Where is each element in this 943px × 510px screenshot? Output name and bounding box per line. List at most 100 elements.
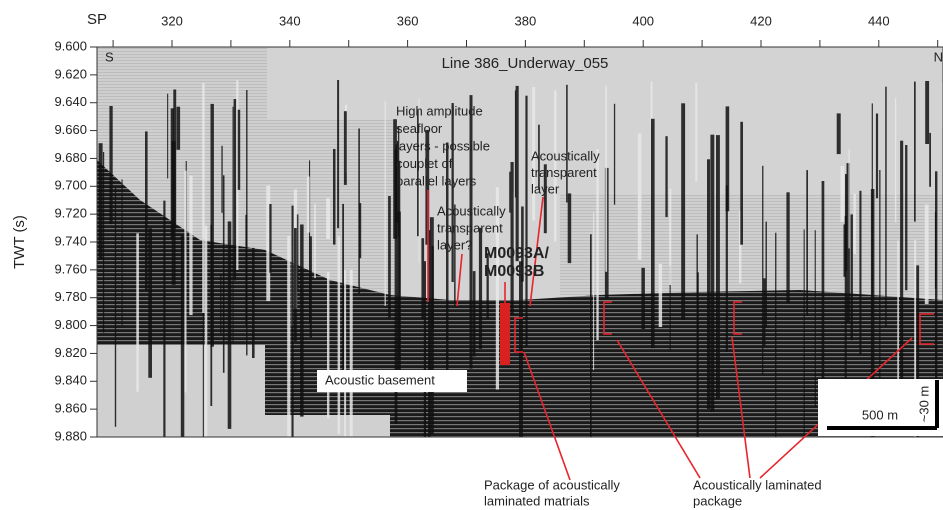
reflection-streak (98, 143, 103, 259)
y-tick-label: 9.740 (54, 233, 87, 248)
reflection-streak (935, 171, 938, 421)
reflection-streak (342, 203, 344, 375)
reflection-streak (163, 200, 166, 437)
reflection-streak (637, 133, 642, 260)
x-tick-label: 320 (161, 13, 183, 28)
seismic-section (97, 47, 943, 437)
reflection-streak (236, 80, 239, 270)
reflection-streak (806, 170, 808, 316)
scale-horizontal: 500 m (862, 407, 898, 422)
annotation-text: M0093A/ (484, 245, 549, 262)
x-tick-label: 420 (750, 13, 772, 28)
reflection-streak (853, 193, 856, 255)
y-tick-label: 9.660 (54, 122, 87, 137)
annotation-text: transparent (437, 220, 503, 235)
reflection-streak (929, 132, 931, 187)
annotation-text: layers - possible (396, 138, 490, 153)
reflection-streak (189, 175, 193, 316)
reflection-streak (879, 170, 881, 418)
reflection-streak (220, 274, 222, 335)
reflection-streak (905, 145, 908, 291)
reflection-streak (425, 129, 430, 245)
reflection-streak (252, 247, 255, 358)
reflection-streak (109, 106, 113, 225)
reflection-streak (227, 221, 232, 429)
reflection-streak (840, 166, 845, 223)
reflection-streak (176, 106, 181, 150)
reflection-streak (287, 236, 291, 437)
reflection-streak (740, 121, 743, 245)
reflection-streak (266, 185, 271, 302)
reflection-streak (398, 160, 401, 359)
annotation-text: parallel layers (396, 173, 477, 188)
reflection-streak (309, 160, 311, 323)
reflection-streak (844, 216, 847, 430)
y-tick-label: 9.880 (54, 428, 87, 443)
reflection-streak (393, 119, 397, 239)
reflection-streak (786, 192, 790, 304)
reflection-streak (509, 171, 511, 213)
y-tick-label: 9.780 (54, 289, 87, 304)
x-tick-label: 340 (279, 13, 301, 28)
reflection-streak (850, 214, 853, 341)
reflection-streak (446, 142, 449, 379)
reflection-streak (349, 269, 353, 437)
left-end-label: S (105, 49, 114, 64)
reflection-streak (814, 230, 816, 407)
annotation-text: Acoustically (531, 148, 600, 163)
reflection-streak (210, 103, 214, 347)
reflection-streak (566, 84, 568, 203)
reflection-streak (306, 176, 310, 233)
reflection-streak (469, 95, 473, 369)
reflection-streak (428, 230, 431, 437)
reflection-streak (605, 85, 608, 272)
x-tick-label: 400 (632, 13, 654, 28)
reflection-streak (821, 181, 825, 413)
reflection-streak (184, 170, 187, 393)
reflection-streak (515, 85, 519, 262)
reflection-streak (486, 253, 489, 319)
reflection-streak (897, 240, 899, 380)
reflection-streak (658, 263, 663, 327)
reflection-streak (914, 239, 917, 437)
reflection-streak (478, 227, 483, 349)
reflection-streak (707, 159, 711, 410)
reflection-streak (232, 106, 234, 343)
reflection-streak (202, 83, 205, 313)
reflection-streak (593, 212, 595, 371)
y-tick-label: 9.800 (54, 317, 87, 332)
reflection-streak (294, 228, 297, 342)
y-tick-label: 9.840 (54, 373, 87, 388)
reflection-streak (848, 148, 850, 249)
reflection-streak (695, 82, 698, 182)
reflection-streak (871, 103, 873, 314)
reflection-streak (337, 80, 340, 229)
reflection-streak (519, 261, 523, 437)
reflection-streak (148, 228, 152, 378)
reflection-streak (388, 196, 391, 318)
reflection-streak (765, 221, 767, 328)
reflection-streak (914, 81, 916, 222)
scale-vertical: ~30 m (916, 386, 931, 423)
annotation-text: transparent (531, 165, 597, 180)
reflection-streak (344, 270, 347, 437)
reflection-streak (245, 214, 248, 326)
reflection-streak (590, 234, 592, 437)
reflection-streak (358, 128, 360, 294)
annotation-text: High amplitude (396, 103, 483, 118)
reflection-streak (710, 134, 715, 412)
reflection-streak (859, 190, 862, 355)
reflection-streak (454, 204, 456, 306)
reflection-streak (669, 188, 672, 285)
reflection-streak (309, 236, 312, 338)
annotation-text: seafloor (396, 121, 443, 136)
annotation-text: laminated matrials (484, 493, 590, 508)
reflection-streak (167, 93, 169, 179)
reflection-streak (145, 131, 148, 291)
reflection-streak (222, 175, 225, 373)
reflection-streak (136, 233, 139, 392)
reflection-streak (337, 236, 341, 435)
reflection-streak (567, 193, 572, 264)
annotation-text: Acoustically laminated (693, 477, 822, 492)
